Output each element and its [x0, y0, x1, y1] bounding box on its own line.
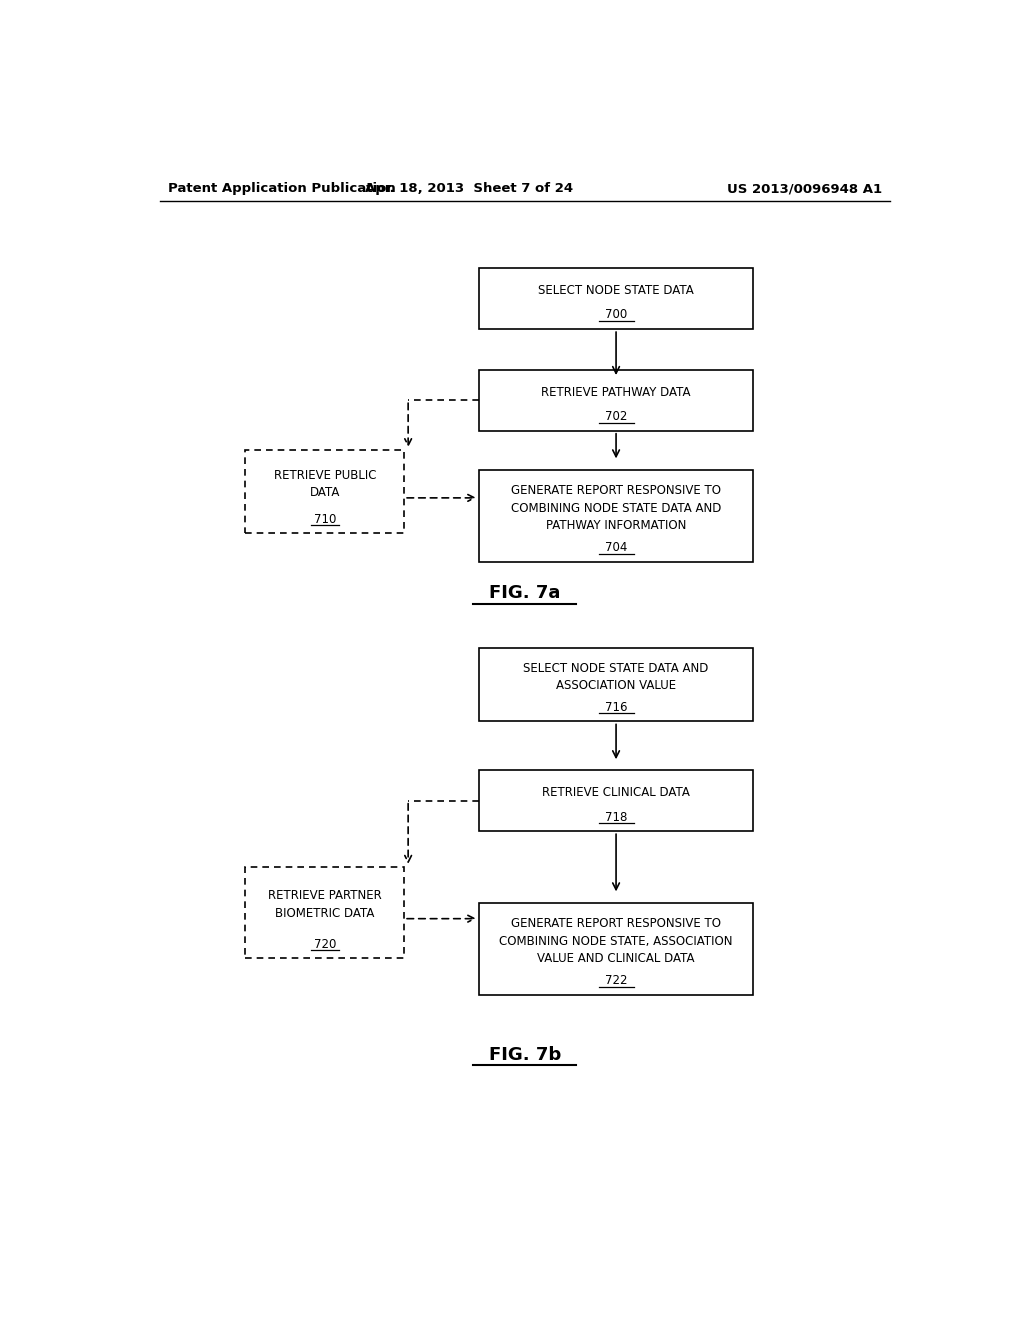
- Bar: [479, 470, 753, 562]
- Text: RETRIEVE CLINICAL DATA: RETRIEVE CLINICAL DATA: [542, 787, 690, 799]
- Bar: [479, 903, 753, 995]
- Text: SELECT NODE STATE DATA AND: SELECT NODE STATE DATA AND: [523, 661, 709, 675]
- Text: PATHWAY INFORMATION: PATHWAY INFORMATION: [546, 519, 686, 532]
- Text: BIOMETRIC DATA: BIOMETRIC DATA: [275, 907, 375, 920]
- Text: US 2013/0096948 A1: US 2013/0096948 A1: [727, 182, 882, 195]
- Bar: [479, 771, 753, 832]
- Bar: [246, 867, 404, 958]
- Text: ASSOCIATION VALUE: ASSOCIATION VALUE: [556, 678, 676, 692]
- Bar: [479, 370, 753, 430]
- Bar: [479, 648, 753, 722]
- Text: RETRIEVE PUBLIC: RETRIEVE PUBLIC: [273, 469, 376, 482]
- Text: 722: 722: [605, 974, 628, 987]
- Text: 716: 716: [605, 701, 628, 714]
- Text: SELECT NODE STATE DATA: SELECT NODE STATE DATA: [539, 284, 694, 297]
- Text: COMBINING NODE STATE DATA AND: COMBINING NODE STATE DATA AND: [511, 502, 721, 515]
- Text: GENERATE REPORT RESPONSIVE TO: GENERATE REPORT RESPONSIVE TO: [511, 917, 721, 931]
- Text: VALUE AND CLINICAL DATA: VALUE AND CLINICAL DATA: [538, 952, 695, 965]
- Text: RETRIEVE PARTNER: RETRIEVE PARTNER: [268, 890, 382, 903]
- Text: FIG. 7b: FIG. 7b: [488, 1045, 561, 1064]
- Text: 718: 718: [605, 810, 628, 824]
- Text: 710: 710: [313, 512, 336, 525]
- Text: 720: 720: [313, 937, 336, 950]
- Text: COMBINING NODE STATE, ASSOCIATION: COMBINING NODE STATE, ASSOCIATION: [500, 935, 733, 948]
- Text: Apr. 18, 2013  Sheet 7 of 24: Apr. 18, 2013 Sheet 7 of 24: [366, 182, 573, 195]
- Text: 704: 704: [605, 541, 628, 554]
- Text: RETRIEVE PATHWAY DATA: RETRIEVE PATHWAY DATA: [542, 385, 691, 399]
- Text: FIG. 7a: FIG. 7a: [489, 585, 560, 602]
- Text: 702: 702: [605, 411, 628, 424]
- Text: DATA: DATA: [309, 486, 340, 499]
- Bar: [246, 450, 404, 533]
- Text: 700: 700: [605, 309, 627, 322]
- Bar: [479, 268, 753, 329]
- Text: GENERATE REPORT RESPONSIVE TO: GENERATE REPORT RESPONSIVE TO: [511, 484, 721, 498]
- Text: Patent Application Publication: Patent Application Publication: [168, 182, 395, 195]
